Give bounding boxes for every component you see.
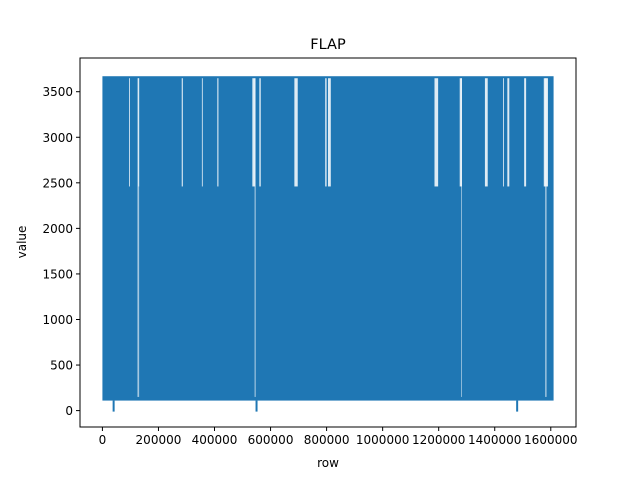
series-gap-upper xyxy=(129,78,130,187)
y-tick-label: 2000 xyxy=(42,222,73,236)
y-tick-label: 1500 xyxy=(42,267,73,281)
axes-frame xyxy=(79,57,577,428)
series-gap-upper xyxy=(434,78,439,187)
series-gap-full xyxy=(545,78,547,397)
y-tick-label: 1000 xyxy=(42,313,73,327)
x-tick-label: 800000 xyxy=(304,433,350,447)
series-gap-upper xyxy=(459,78,462,187)
series-gap-upper xyxy=(201,78,203,187)
x-tick-label: 1600000 xyxy=(524,433,577,447)
series-gap-full xyxy=(137,78,140,397)
x-tick-label: 600000 xyxy=(248,433,294,447)
chart-title: FLAP xyxy=(310,37,346,53)
y-axis-label: value xyxy=(15,226,29,259)
y-tick-label: 3000 xyxy=(42,131,73,145)
series-gap-upper xyxy=(181,78,183,187)
series-gap-upper xyxy=(503,78,504,187)
series-gap-upper xyxy=(484,78,488,187)
series-gap-full xyxy=(254,78,256,397)
x-tick-label: 200000 xyxy=(136,433,182,447)
x-tick-label: 1400000 xyxy=(468,433,521,447)
series-gap-upper xyxy=(524,78,527,187)
x-tick-label: 400000 xyxy=(192,433,238,447)
y-tick-label: 3500 xyxy=(42,85,73,99)
series-gap-upper xyxy=(325,78,327,187)
series-gap-upper xyxy=(259,78,261,187)
axes-layer: 0 200000 400000 600000 800000 1000000 1200000 1… xyxy=(42,57,578,447)
series-gap-upper xyxy=(507,78,510,187)
x-tick-label: 1200000 xyxy=(412,433,465,447)
x-tick-label: 1000000 xyxy=(356,433,409,447)
series-gap-upper xyxy=(294,78,298,187)
series-gap-upper xyxy=(217,78,219,187)
y-tick-label: 2500 xyxy=(42,176,73,190)
plot-layer xyxy=(102,76,554,412)
series-gap-upper xyxy=(252,78,256,187)
x-axis-label: row xyxy=(317,456,339,470)
series-gap-full xyxy=(461,78,462,397)
y-tick-label: 500 xyxy=(50,359,73,373)
series-gap-upper xyxy=(328,78,331,187)
x-tick-label: 0 xyxy=(99,433,107,447)
y-tick-label: 0 xyxy=(65,404,73,418)
